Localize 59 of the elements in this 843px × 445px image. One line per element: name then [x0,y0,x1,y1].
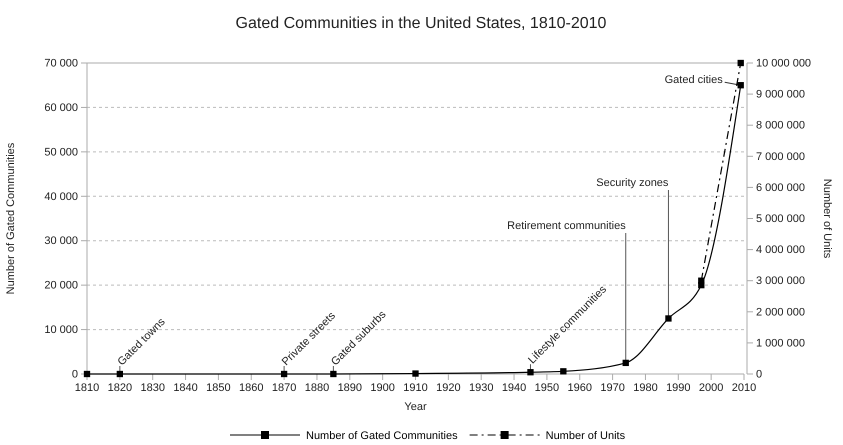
y2-tick-label: 3 000 000 [756,275,805,288]
y2-tick-label: 6 000 000 [756,182,805,194]
x-tick-label: 1810 [74,382,100,394]
annotation: Gated cities [664,74,724,86]
x-tick-label: 1840 [173,382,198,394]
y-tick-label: 40 000 [44,190,78,203]
annotation: Retirement communities [507,220,626,232]
y-axis-title: Number of Gated Communities [5,142,17,294]
x-tick-label: 1930 [468,382,494,394]
x-tick-label: 1960 [568,382,592,394]
x-axis-title: Year [404,401,427,413]
x-tick-label: 1820 [108,382,132,394]
y-tick-label: 10 000 [44,324,78,336]
y2-tick-label: 2 000 000 [756,306,805,318]
point [738,82,744,88]
y2-tick-label: 5 000 000 [756,213,805,226]
x-tick-label: 1830 [140,382,165,394]
x-tick-label: 1890 [338,382,362,394]
y2-tick-label: 10 000 000 [756,58,812,70]
point [665,315,672,322]
point [622,360,629,366]
x-tick-label: 1980 [633,382,658,394]
x-tick-label: 1950 [534,382,560,394]
y-tick-label: 0 [72,368,78,381]
y-tick-label: 20 000 [44,280,78,292]
point [560,368,566,374]
y2-tick-label: 8 000 000 [756,120,805,132]
x-tick-label: 1900 [370,382,395,394]
y2-tick-label: 4 000 000 [756,244,805,256]
x-tick-label: 1990 [666,382,691,394]
x-tick-label: 1870 [272,382,296,394]
annotation: Security zones [596,177,669,189]
point [116,370,124,378]
point [84,370,90,378]
x-tick-label: 1860 [239,382,264,394]
x-tick-label: 2010 [732,382,756,394]
point [412,370,419,377]
y-tick-label: 70 000 [44,58,78,70]
point [330,370,337,378]
y2-axis-title: Number of Units [821,178,833,259]
y2-tick-label: 9 000 000 [756,88,805,101]
point [527,369,534,376]
legend-label: Number of Units [546,430,626,442]
y-tick-label: 50 000 [44,146,78,158]
x-tick-label: 1970 [600,382,625,394]
y-tick-label: 30 000 [44,235,78,248]
y-tick-label: 60 000 [44,102,78,114]
x-tick-label: 1880 [304,382,330,394]
x-tick-label: 1850 [206,382,231,394]
x-tick-label: 1910 [403,382,428,394]
y2-tick-label: 7 000 000 [756,150,805,163]
y2-tick-label: 1 000 000 [756,337,805,350]
x-tick-label: 1940 [502,382,526,394]
x-tick-label: 2000 [698,382,724,394]
y2-tick-label: 0 [756,368,762,381]
x-tick-label: 1920 [436,382,461,394]
legend-label: Number of Gated Communities [306,430,458,442]
point [280,370,288,378]
chart-title: Gated Communities in the United States, 1810-2010 [236,15,607,32]
